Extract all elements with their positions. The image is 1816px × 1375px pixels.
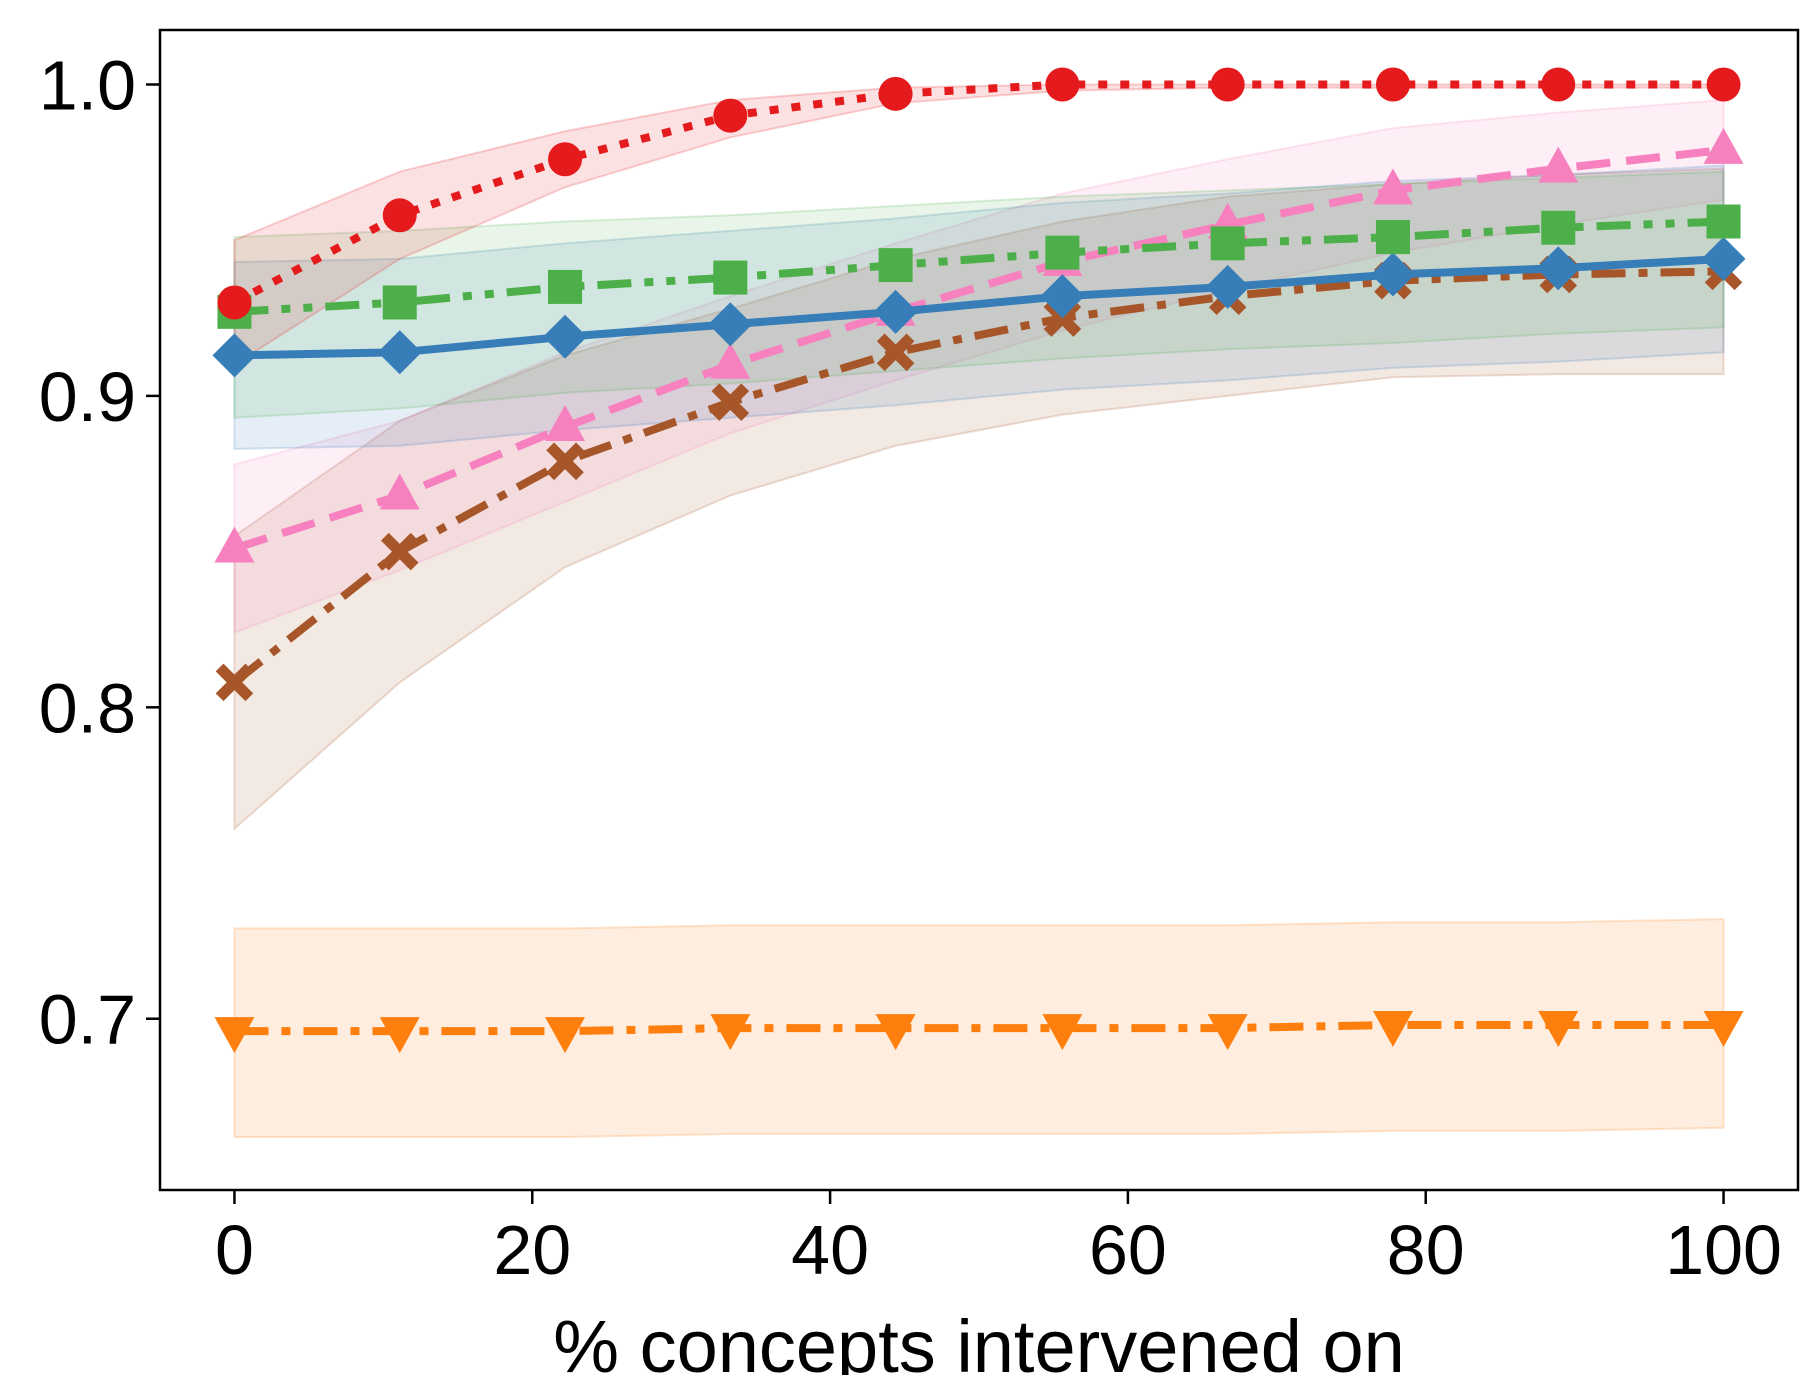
x-tick-label-1: 20 bbox=[493, 1211, 571, 1289]
marker-orange-3 bbox=[710, 1014, 751, 1051]
marker-green-5 bbox=[1045, 235, 1080, 270]
band-pink bbox=[233, 98, 1725, 635]
marker-brown-2 bbox=[546, 442, 584, 481]
y-tick-label-0: 0.7 bbox=[39, 981, 136, 1059]
marker-orange-0 bbox=[214, 1017, 255, 1054]
x-tick-label-3: 60 bbox=[1089, 1211, 1167, 1289]
x-tick-label-2: 40 bbox=[791, 1211, 869, 1289]
marker-orange-8 bbox=[1538, 1010, 1579, 1047]
marker-red-9 bbox=[1706, 67, 1741, 102]
marker-red-1 bbox=[382, 198, 417, 233]
marker-orange-6 bbox=[1207, 1014, 1248, 1051]
marker-green-8 bbox=[1541, 210, 1576, 245]
x-tick-label-0: 0 bbox=[215, 1211, 254, 1289]
marker-green-7 bbox=[1375, 220, 1410, 255]
marker-pink-3 bbox=[710, 342, 751, 379]
marker-pink-9 bbox=[1703, 127, 1744, 164]
marker-red-5 bbox=[1045, 67, 1080, 102]
marker-brown-0 bbox=[215, 663, 254, 702]
y-tick-label-2: 0.9 bbox=[39, 358, 136, 436]
line-blue bbox=[234, 254, 1724, 360]
marker-brown-1 bbox=[380, 532, 419, 571]
marker-pink-7 bbox=[1372, 168, 1413, 205]
marker-orange-5 bbox=[1042, 1014, 1083, 1051]
marker-red-7 bbox=[1375, 67, 1410, 102]
marker-red-3 bbox=[713, 98, 748, 133]
marker-red-4 bbox=[878, 76, 913, 111]
series-lines bbox=[231, 80, 1724, 1036]
x-tick-label-5: 100 bbox=[1665, 1211, 1782, 1289]
marker-orange-1 bbox=[379, 1017, 420, 1054]
y-tick-label-1: 0.8 bbox=[39, 669, 136, 747]
line-green bbox=[234, 217, 1724, 316]
marker-blue-7 bbox=[1370, 252, 1415, 297]
y-tick-label-3: 1.0 bbox=[39, 46, 136, 124]
marker-blue-3 bbox=[708, 302, 753, 347]
band-brown bbox=[233, 167, 1725, 831]
marker-red-8 bbox=[1541, 67, 1576, 102]
plot-frame bbox=[158, 28, 1800, 1192]
marker-blue-8 bbox=[1536, 246, 1581, 291]
marker-green-2 bbox=[548, 269, 583, 304]
marker-green-1 bbox=[382, 285, 417, 320]
marker-green-6 bbox=[1210, 226, 1245, 261]
marker-red-6 bbox=[1210, 67, 1245, 102]
marker-orange-7 bbox=[1372, 1010, 1413, 1047]
marker-orange-9 bbox=[1703, 1010, 1744, 1047]
marker-blue-5 bbox=[1040, 274, 1085, 319]
marker-blue-1 bbox=[377, 330, 422, 375]
marker-blue-4 bbox=[873, 289, 918, 334]
marker-red-2 bbox=[548, 142, 583, 177]
marker-green-3 bbox=[713, 260, 748, 295]
marker-pink-2 bbox=[545, 405, 586, 442]
line-pink bbox=[233, 145, 1724, 553]
line-brown bbox=[231, 267, 1724, 686]
marker-green-9 bbox=[1706, 204, 1741, 239]
marker-orange-2 bbox=[545, 1017, 586, 1054]
marker-brown-3 bbox=[711, 383, 750, 421]
marker-blue-9 bbox=[1701, 236, 1746, 281]
series-markers bbox=[212, 67, 1746, 1054]
marker-brown-4 bbox=[876, 333, 915, 372]
marker-pink-1 bbox=[379, 473, 420, 510]
x-axis-ticks: 0 20 40 60 80 100 bbox=[215, 1190, 1782, 1289]
line-red bbox=[232, 80, 1724, 307]
marker-orange-4 bbox=[875, 1014, 916, 1051]
marker-pink-8 bbox=[1538, 146, 1579, 183]
line-orange bbox=[234, 1020, 1724, 1036]
marker-pink-0 bbox=[214, 526, 255, 563]
marker-green-4 bbox=[878, 248, 913, 283]
x-axis-label: % concepts intervened on bbox=[553, 1305, 1405, 1375]
marker-blue-0 bbox=[212, 333, 257, 378]
marker-blue-2 bbox=[543, 314, 588, 359]
x-tick-label-4: 80 bbox=[1387, 1211, 1465, 1289]
y-axis-ticks: 0.7 0.8 0.9 1.0 bbox=[39, 46, 160, 1059]
band-green bbox=[233, 170, 1725, 419]
marker-red-0 bbox=[217, 285, 252, 320]
marker-blue-6 bbox=[1205, 264, 1250, 309]
